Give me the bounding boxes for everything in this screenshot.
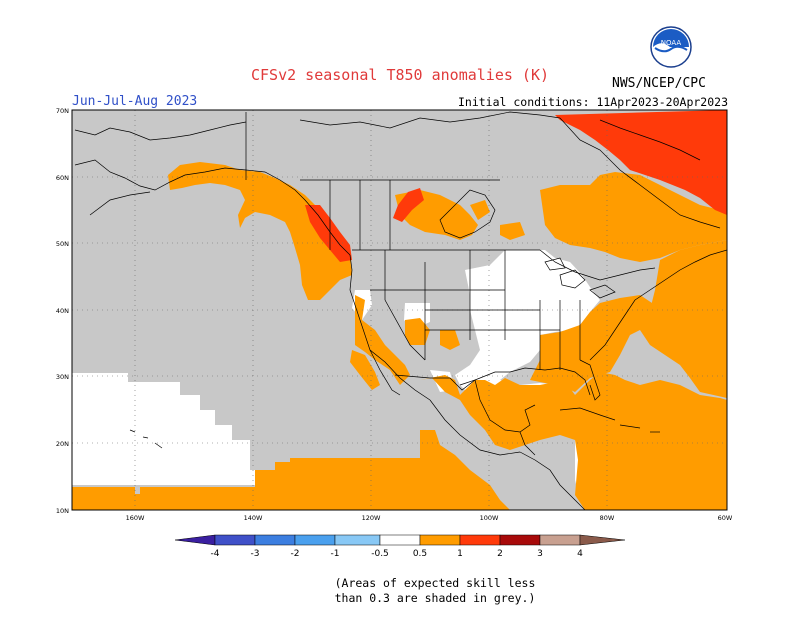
lat-label: 20N — [56, 440, 69, 448]
noaa-logo: NOAA — [650, 26, 692, 68]
colorbar-segment — [174, 534, 216, 546]
colorbar-label: -3 — [251, 549, 260, 559]
agency-label: NWS/NCEP/CPC — [612, 76, 706, 91]
noaa-logo-text: NOAA — [661, 39, 682, 47]
latitude-labels: 70N 60N 50N 40N 30N 20N 10N — [56, 107, 69, 515]
colorbar-segment — [499, 534, 541, 546]
map-frame — [71, 109, 728, 511]
lat-label: 10N — [56, 507, 69, 515]
lat-label: 60N — [56, 174, 69, 182]
forecast-period: Jun-Jul-Aug 2023 — [72, 94, 198, 109]
lon-label: 120W — [362, 514, 381, 522]
political-borders — [300, 179, 656, 391]
colorbar-label: 0.5 — [413, 549, 427, 559]
lat-label: 70N — [56, 107, 69, 115]
colorbar-segment — [294, 534, 336, 546]
initial-conditions: Initial conditions: 11Apr2023-20Apr2023 — [457, 95, 728, 109]
lon-label: 80W — [600, 514, 615, 522]
colorbar-label: 4 — [577, 549, 583, 559]
lon-label: 140W — [244, 514, 263, 522]
colorbar-segment — [254, 534, 296, 546]
hot-regions — [305, 110, 727, 262]
colorbar-label: 2 — [497, 549, 503, 559]
colorbar-label: -2 — [291, 549, 300, 559]
colorbar-label: 3 — [537, 549, 543, 559]
lat-label: 50N — [56, 240, 69, 248]
colorbar-segment — [334, 534, 381, 546]
colorbar — [174, 534, 626, 546]
lon-label: 60W — [718, 514, 733, 522]
warm-regions — [72, 162, 727, 510]
colorbar-label: -1 — [331, 549, 340, 559]
colorbar-segment — [379, 534, 421, 546]
lat-label: 30N — [56, 373, 69, 381]
coastlines — [74, 111, 728, 511]
longitude-labels: 160W 140W 120W 100W 80W 60W — [126, 514, 733, 522]
colorbar-segment — [214, 534, 256, 546]
lon-label: 100W — [480, 514, 499, 522]
colorbar-segment — [539, 534, 581, 546]
colorbar-label: -0.5 — [371, 549, 389, 559]
lat-label: 40N — [56, 307, 69, 315]
colorbar-labels: -4 -3 -2 -1 -0.5 0.5 1 2 3 4 — [211, 549, 584, 559]
map-title: CFSv2 seasonal T850 anomalies (K) — [250, 66, 549, 84]
colorbar-segment — [459, 534, 501, 546]
skill-note-line1: (Areas of expected skill less — [334, 576, 536, 590]
lon-label: 160W — [126, 514, 145, 522]
colorbar-label: -4 — [211, 549, 220, 559]
skill-note-line2: than 0.3 are shaded in grey.) — [334, 591, 536, 605]
colorbar-segment — [579, 534, 626, 546]
colorbar-label: 1 — [457, 549, 463, 559]
colorbar-segment — [419, 534, 461, 546]
